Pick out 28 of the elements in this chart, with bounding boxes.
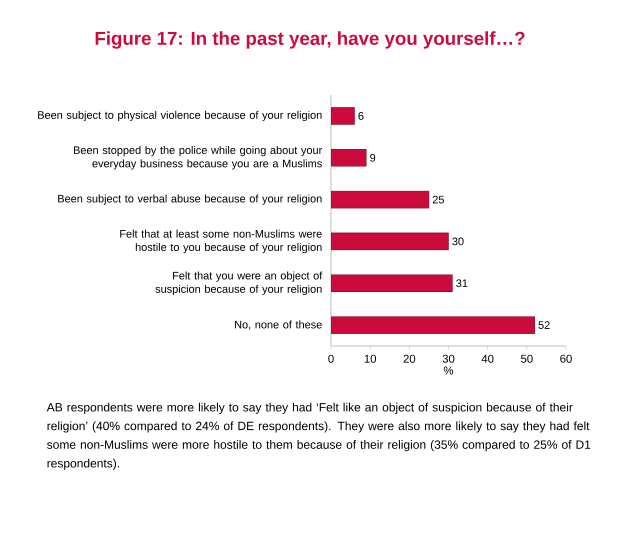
y-tick-label: Felt that you were an object of suspicion because of your religion [155,271,322,296]
data-label: 30 [452,238,464,246]
data-label: 52 [538,321,550,329]
bar [331,190,430,208]
bar [331,232,449,250]
x-axis-title: % [444,366,454,374]
y-tick-label: Been subject to verbal abuse because of your religion [58,194,322,205]
x-tick-label: 10 [364,354,376,363]
bar [331,316,535,334]
x-tick-label: 40 [482,354,494,363]
bar [331,107,355,125]
x-tick-label: 30 [442,354,454,363]
y-tick-label: Been stopped by the police while going about your everyday business because you are a Muslims [74,146,322,170]
y-tick-label: No, none of these [235,320,322,330]
x-tick-label: 20 [404,354,416,363]
data-label: 9 [370,154,376,162]
chart-title: Figure 17: In the past year, have you yourself…? [96,31,525,49]
y-tick-label: Been subject to physical violence because of your religion [38,110,322,122]
bar [331,148,367,167]
x-tick-label: 0 [328,354,334,363]
x-tick-label: 50 [520,354,533,363]
data-label: 25 [432,196,444,204]
y-tick-label: Felt that at least some non-Muslims were hostile to you because of your religion [120,230,322,254]
bar [331,274,453,292]
x-tick-label: 60 [560,354,572,363]
text: AB respondents were more likely to say they had ‘Felt like an object of suspicion because of their religion’ (40% compared to 24% of DE respondents). They were also more likely to say they had felt some non-Muslims were more hostile to them because of their religion (35% compared to 25% of D1 respondents). [46,402,590,470]
data-label: 31 [456,279,468,288]
data-label: 6 [358,112,364,120]
